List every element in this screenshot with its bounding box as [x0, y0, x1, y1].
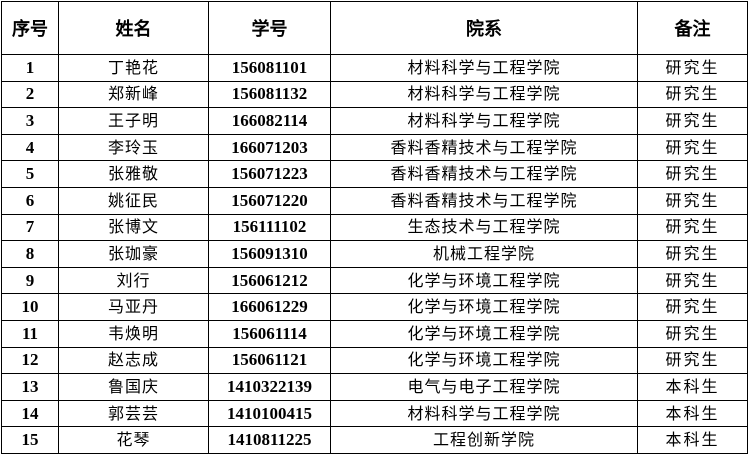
- row-name: 赵志成: [58, 346, 209, 375]
- row-student-id: 156071223: [208, 160, 331, 188]
- row-student-id: 1410100415: [208, 399, 331, 428]
- row-serial-number: 9: [1, 266, 59, 295]
- table-row: 14 郭芸芸 1410100415 材料科学与工程学院 本科生: [1, 399, 748, 428]
- row-department: 化学与环境工程学院: [330, 293, 638, 321]
- table-row: 12 赵志成 156061121 化学与环境工程学院 研究生: [1, 346, 748, 375]
- row-department: 化学与环境工程学院: [330, 319, 638, 348]
- table-row: 5 张雅敬 156071223 香料香精技术与工程学院 研究生: [1, 160, 748, 188]
- header-department: 院系: [330, 1, 638, 55]
- row-name: 王子明: [58, 107, 209, 135]
- row-student-id: 156061121: [208, 346, 331, 375]
- row-remarks: 研究生: [637, 213, 748, 242]
- row-department: 香料香精技术与工程学院: [330, 186, 638, 215]
- row-student-id: 156071220: [208, 186, 331, 215]
- row-department: 香料香精技术与工程学院: [330, 133, 638, 162]
- table-row: 10 马亚丹 166061229 化学与环境工程学院 研究生: [1, 293, 748, 321]
- row-remarks: 研究生: [637, 80, 748, 109]
- row-serial-number: 14: [1, 399, 59, 428]
- row-remarks: 研究生: [637, 54, 748, 82]
- table-row: 13 鲁国庆 1410322139 电气与电子工程学院 本科生: [1, 373, 748, 401]
- row-student-id: 156081132: [208, 80, 331, 109]
- row-student-id: 166071203: [208, 133, 331, 162]
- row-serial-number: 11: [1, 319, 59, 348]
- row-remarks: 本科生: [637, 426, 748, 454]
- row-student-id: 156061114: [208, 319, 331, 348]
- header-student-id: 学号: [208, 1, 331, 55]
- table-row: 2 郑新峰 156081132 材料科学与工程学院 研究生: [1, 80, 748, 109]
- row-serial-number: 7: [1, 213, 59, 242]
- row-serial-number: 10: [1, 293, 59, 321]
- table-row: 11 韦焕明 156061114 化学与环境工程学院 研究生: [1, 319, 748, 348]
- header-serial-number: 序号: [1, 1, 59, 55]
- row-name: 花琴: [58, 426, 209, 454]
- row-department: 生态技术与工程学院: [330, 213, 638, 242]
- row-student-id: 1410322139: [208, 373, 331, 401]
- row-serial-number: 4: [1, 133, 59, 162]
- row-remarks: 研究生: [637, 240, 748, 268]
- table-row: 15 花琴 1410811225 工程创新学院 本科生: [1, 426, 748, 454]
- row-name: 韦焕明: [58, 319, 209, 348]
- table-row: 7 张博文 156111102 生态技术与工程学院 研究生: [1, 213, 748, 242]
- row-name: 刘行: [58, 266, 209, 295]
- row-department: 电气与电子工程学院: [330, 373, 638, 401]
- row-department: 工程创新学院: [330, 426, 638, 454]
- row-serial-number: 15: [1, 426, 59, 454]
- row-department: 材料科学与工程学院: [330, 54, 638, 82]
- row-department: 材料科学与工程学院: [330, 399, 638, 428]
- row-serial-number: 5: [1, 160, 59, 188]
- row-name: 郑新峰: [58, 80, 209, 109]
- row-name: 张雅敬: [58, 160, 209, 188]
- row-name: 姚征民: [58, 186, 209, 215]
- table-row: 4 李玲玉 166071203 香料香精技术与工程学院 研究生: [1, 133, 748, 162]
- row-student-id: 166061229: [208, 293, 331, 321]
- row-serial-number: 13: [1, 373, 59, 401]
- row-department: 机械工程学院: [330, 240, 638, 268]
- row-student-id: 156061212: [208, 266, 331, 295]
- row-department: 化学与环境工程学院: [330, 266, 638, 295]
- table-row: 8 张珈豪 156091310 机械工程学院 研究生: [1, 240, 748, 268]
- row-serial-number: 2: [1, 80, 59, 109]
- row-student-id: 156081101: [208, 54, 331, 82]
- table-body: 1 丁艳花 156081101 材料科学与工程学院 研究生 2 郑新峰 156081132 材料…: [1, 54, 748, 454]
- table-row: 9 刘行 156061212 化学与环境工程学院 研究生: [1, 266, 748, 295]
- row-remarks: 本科生: [637, 373, 748, 401]
- header-remarks: 备注: [637, 1, 748, 55]
- row-serial-number: 6: [1, 186, 59, 215]
- table-row: 1 丁艳花 156081101 材料科学与工程学院 研究生: [1, 54, 748, 82]
- header-name: 姓名: [58, 1, 209, 55]
- row-student-id: 156111102: [208, 213, 331, 242]
- row-name: 李玲玉: [58, 133, 209, 162]
- row-remarks: 研究生: [637, 293, 748, 321]
- table-row: 6 姚征民 156071220 香料香精技术与工程学院 研究生: [1, 186, 748, 215]
- row-serial-number: 8: [1, 240, 59, 268]
- row-student-id: 166082114: [208, 107, 331, 135]
- row-remarks: 研究生: [637, 266, 748, 295]
- row-student-id: 156091310: [208, 240, 331, 268]
- row-name: 丁艳花: [58, 54, 209, 82]
- row-remarks: 研究生: [637, 160, 748, 188]
- row-student-id: 1410811225: [208, 426, 331, 454]
- row-name: 鲁国庆: [58, 373, 209, 401]
- row-serial-number: 12: [1, 346, 59, 375]
- row-serial-number: 3: [1, 107, 59, 135]
- row-remarks: 本科生: [637, 399, 748, 428]
- row-remarks: 研究生: [637, 133, 748, 162]
- row-serial-number: 1: [1, 54, 59, 82]
- row-remarks: 研究生: [637, 107, 748, 135]
- row-department: 材料科学与工程学院: [330, 107, 638, 135]
- row-department: 化学与环境工程学院: [330, 346, 638, 375]
- row-remarks: 研究生: [637, 346, 748, 375]
- row-department: 香料香精技术与工程学院: [330, 160, 638, 188]
- row-name: 张博文: [58, 213, 209, 242]
- header-row: 序号 姓名 学号 院系 备注: [1, 1, 748, 55]
- table-row: 3 王子明 166082114 材料科学与工程学院 研究生: [1, 107, 748, 135]
- row-remarks: 研究生: [637, 186, 748, 215]
- row-department: 材料科学与工程学院: [330, 80, 638, 109]
- row-name: 马亚丹: [58, 293, 209, 321]
- row-remarks: 研究生: [637, 319, 748, 348]
- row-name: 张珈豪: [58, 240, 209, 268]
- row-name: 郭芸芸: [58, 399, 209, 428]
- table-header: 序号 姓名 学号 院系 备注: [1, 1, 748, 55]
